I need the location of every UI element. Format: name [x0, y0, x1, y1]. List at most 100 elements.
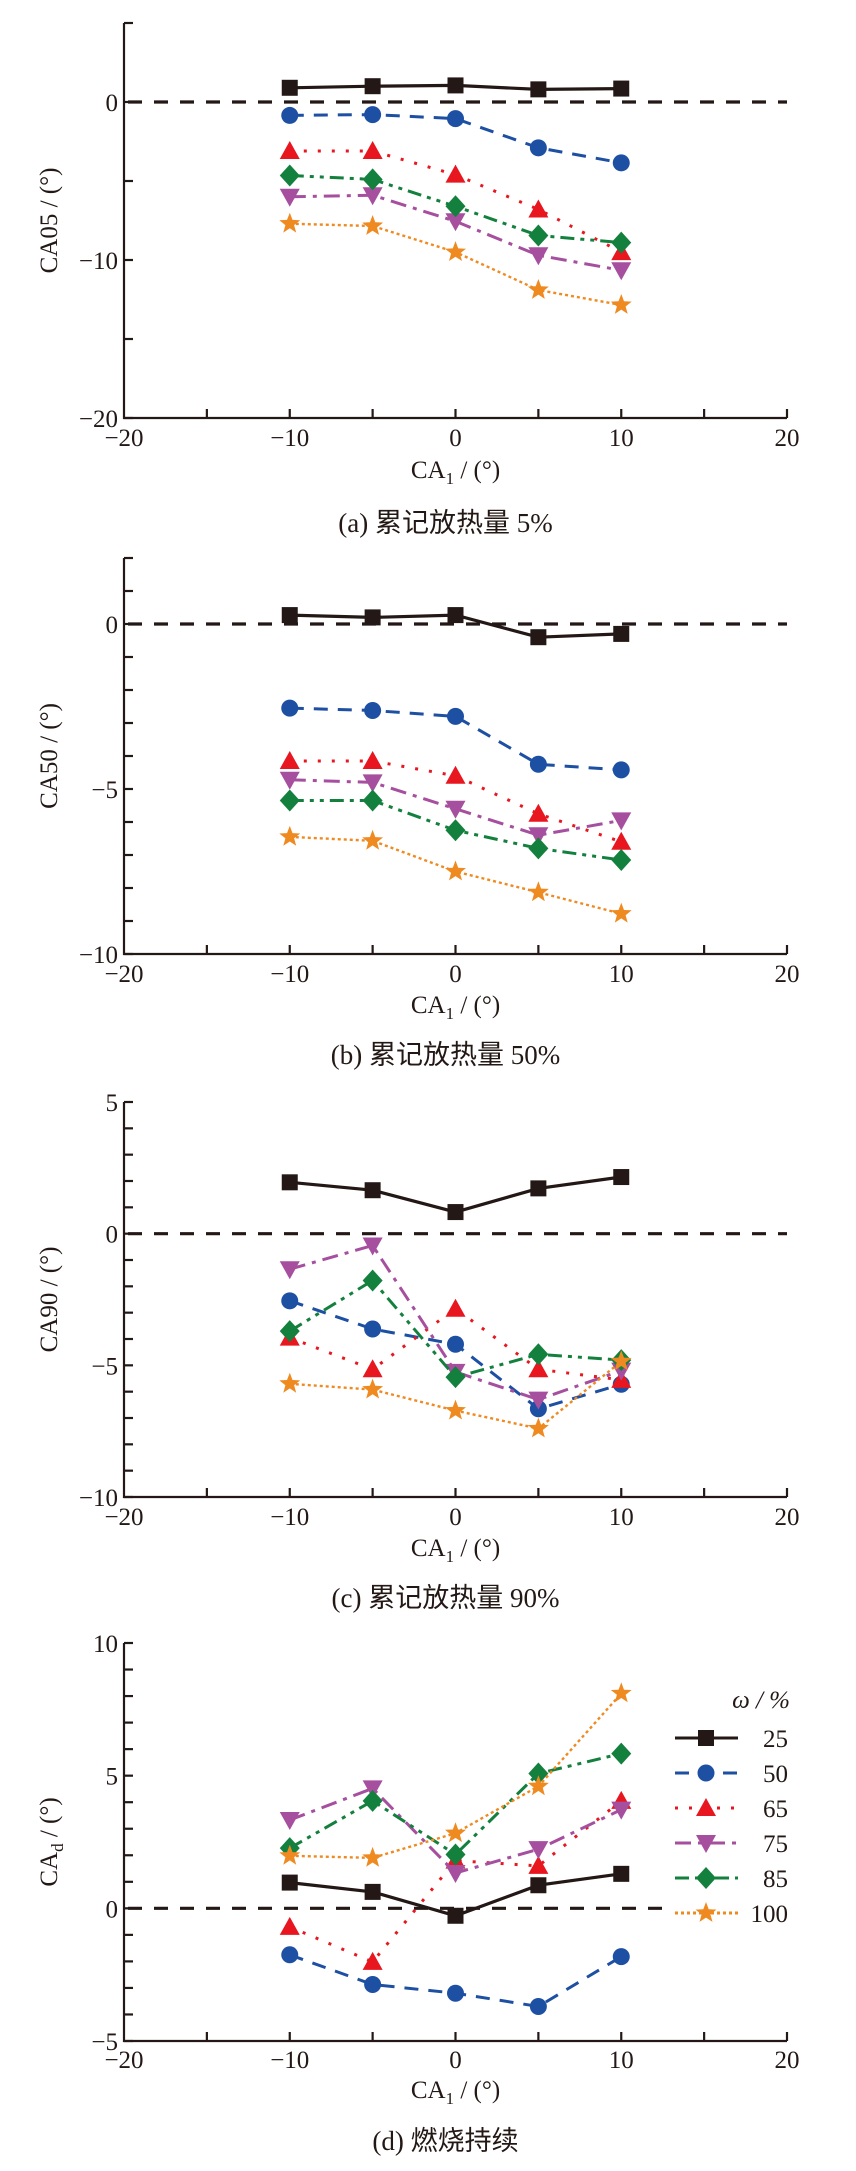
data-point [362, 187, 383, 206]
x-tick-label: −10 [270, 1504, 309, 1531]
data-point [281, 79, 298, 96]
x-tick-label: 20 [775, 425, 800, 452]
y-tick-label: −10 [79, 942, 118, 969]
data-point [281, 1174, 298, 1191]
x-tick-label: 0 [449, 1504, 462, 1531]
data-point [364, 1975, 382, 1993]
data-point [611, 848, 632, 871]
series-25 [281, 1865, 630, 1924]
data-point [362, 215, 384, 235]
data-point [281, 1292, 299, 1310]
y-tick-label: −5 [91, 2029, 118, 2056]
data-point [530, 1877, 547, 1894]
data-point [362, 1846, 384, 1867]
x-axis-title: CA1 / (°) [411, 992, 500, 1023]
panel-caption: (b) 累记放热量 50% [331, 1040, 560, 1070]
data-point [611, 262, 632, 281]
data-point [362, 140, 383, 159]
series-line [289, 1278, 622, 1379]
legend-item-75: 75 [675, 1831, 788, 1858]
data-point [445, 1822, 466, 1843]
data-point [611, 231, 632, 254]
x-tick-label: −20 [104, 2047, 143, 2074]
data-point [281, 1874, 298, 1891]
data-point [447, 1907, 464, 1924]
data-point [279, 1261, 300, 1280]
y-tick-label: −10 [79, 1485, 118, 1512]
series-line [289, 1752, 622, 1857]
data-point [279, 750, 300, 769]
legend-marker [696, 1835, 716, 1853]
data-point [445, 819, 466, 842]
y-tick-label: −5 [91, 777, 118, 804]
panel-caption: (a) 累记放热量 5% [338, 508, 552, 538]
series-line [289, 778, 622, 837]
legend-marker [695, 1902, 717, 1922]
data-point [364, 609, 381, 626]
series-100 [279, 825, 632, 923]
x-tick-label: 10 [609, 2047, 634, 2074]
data-point [445, 765, 466, 784]
series-25 [281, 607, 630, 646]
legend-label: 50 [763, 1761, 788, 1788]
data-point [362, 1378, 384, 1399]
y-tick-label: −5 [91, 1353, 118, 1380]
y-tick-label: 5 [106, 1764, 119, 1791]
data-point [362, 1269, 383, 1292]
x-axis-title: CA1 / (°) [411, 1535, 500, 1566]
y-tick-label: −10 [79, 248, 118, 275]
series-25 [281, 77, 630, 98]
data-point [445, 1843, 466, 1866]
data-point [279, 1320, 300, 1343]
y-axis-title: CA05 / (°) [36, 168, 63, 274]
series-50 [281, 699, 630, 779]
legend-marker [698, 1730, 714, 1746]
data-point [279, 1916, 300, 1935]
data-point [447, 1335, 464, 1353]
series-85 [279, 789, 632, 871]
data-point [281, 607, 298, 624]
data-point [610, 902, 632, 923]
series-line [289, 113, 622, 165]
legend-item-65: 65 [675, 1796, 788, 1823]
panel-a: −20 −10 0 −20 −10 0 10 20 CA1 / (°) CA05 / (°) (a)… [36, 21, 800, 538]
data-point [528, 803, 549, 822]
data-point [362, 1780, 383, 1799]
data-point [528, 1762, 549, 1785]
x-tick-label: −20 [104, 425, 143, 452]
x-tick-label: 10 [609, 961, 634, 988]
legend-label: 100 [751, 1901, 789, 1928]
data-point [364, 1320, 382, 1338]
x-tick-label: 10 [609, 425, 634, 452]
data-point [530, 1180, 547, 1197]
data-point [445, 1399, 466, 1420]
data-point [445, 1366, 466, 1389]
y-tick-label: 5 [106, 1090, 119, 1117]
data-point [613, 80, 630, 97]
y-tick-label: 0 [106, 1896, 119, 1923]
data-point [447, 110, 464, 128]
panel-caption: (d) 燃烧持续 [372, 2126, 518, 2156]
data-point [445, 1298, 466, 1317]
series-line [289, 835, 622, 915]
series-100 [279, 212, 632, 314]
data-point [610, 1350, 632, 1371]
data-point [362, 774, 383, 793]
series-50 [281, 1946, 630, 2016]
legend-marker [696, 1867, 716, 1889]
x-tick-label: 0 [449, 2047, 462, 2074]
data-point [362, 789, 383, 812]
legend-label: 65 [763, 1796, 788, 1823]
series-line [289, 1243, 622, 1402]
legend-marker [697, 1764, 715, 1782]
data-point [447, 1984, 464, 2002]
data-point [611, 831, 632, 850]
data-point [611, 1801, 632, 1820]
x-tick-label: −10 [270, 425, 309, 452]
data-point [445, 213, 466, 232]
data-point [610, 1682, 632, 1703]
data-point [279, 789, 300, 812]
data-point [528, 1343, 549, 1366]
data-point [362, 1951, 383, 1970]
data-point [279, 164, 300, 187]
